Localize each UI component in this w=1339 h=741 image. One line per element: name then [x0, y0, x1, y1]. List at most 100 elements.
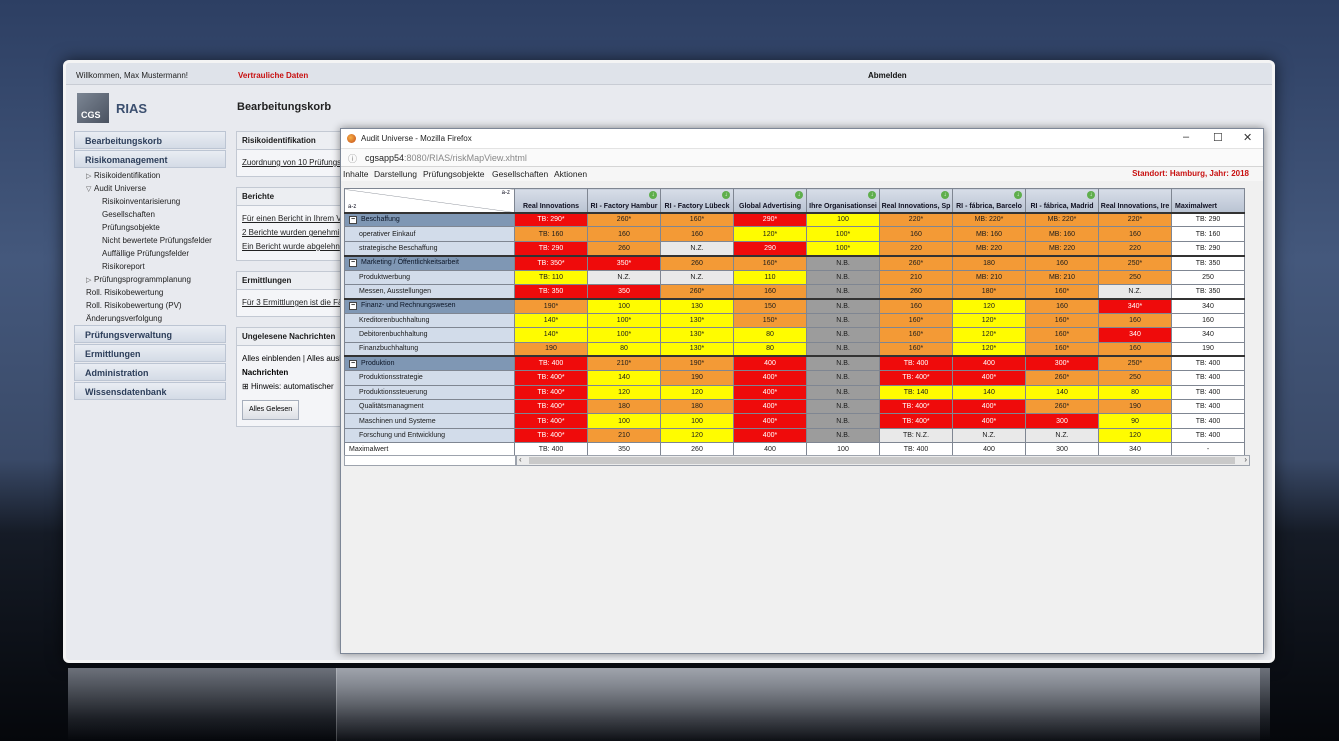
risk-cell[interactable]: 100* [806, 226, 880, 242]
risk-cell[interactable]: 130* [660, 327, 734, 343]
risk-cell[interactable]: 190 [660, 370, 734, 386]
risk-cell[interactable]: 160 [1025, 297, 1099, 314]
row-label[interactable]: strategische Beschaffung [344, 240, 515, 257]
risk-cell[interactable]: 130 [660, 297, 734, 314]
risk-cell[interactable]: 220* [1098, 211, 1172, 228]
risk-cell[interactable]: 300 [1025, 413, 1099, 429]
risk-cell[interactable]: 340 [1171, 327, 1245, 343]
download-icon[interactable]: ↓ [649, 191, 657, 199]
risk-cell[interactable]: N.Z. [660, 240, 734, 257]
row-label[interactable]: − Marketing / Öffentlichkeitsarbeit [344, 254, 515, 271]
column-header[interactable]: RI - fábrica, Madrid ↓ [1025, 188, 1099, 214]
column-header[interactable]: RI - Factory Lübeck ↓ [660, 188, 734, 214]
nav-item-nicht-bewertete-prüfungsfelder[interactable]: Nicht bewertete Prüfungsfelder [74, 234, 226, 247]
risk-cell[interactable]: 100 [660, 413, 734, 429]
risk-cell[interactable]: 290* [733, 211, 807, 228]
expand-icon[interactable]: ⊞ [242, 382, 251, 391]
nav-section-ermittlungen[interactable]: Ermittlungen [74, 344, 226, 362]
risk-cell[interactable]: TB: 400 [1171, 384, 1245, 401]
risk-cell[interactable]: N.B. [806, 254, 880, 271]
risk-cell[interactable]: 160 [879, 226, 953, 242]
risk-cell[interactable]: 80 [1098, 384, 1172, 401]
risk-cell[interactable]: N.B. [806, 384, 880, 401]
risk-cell[interactable]: 260* [1025, 399, 1099, 415]
risk-cell[interactable]: 340 [1098, 442, 1172, 458]
risk-cell[interactable]: MB: 210 [1025, 269, 1099, 285]
risk-cell[interactable]: 400 [952, 355, 1026, 372]
risk-cell[interactable]: TB: 400* [879, 413, 953, 429]
nav-item-risikoinventarisierung[interactable]: Risikoinventarisierung [74, 195, 226, 208]
risk-cell[interactable]: 110 [733, 269, 807, 285]
risk-cell[interactable]: 160* [660, 211, 734, 228]
risk-cell[interactable]: 210 [587, 427, 661, 444]
risk-cell[interactable]: 400* [952, 413, 1026, 429]
row-label[interactable]: − Beschaffung [344, 211, 515, 228]
nav-section-bearbeitungskorb[interactable]: Bearbeitungskorb [74, 131, 226, 149]
risk-cell[interactable]: 80 [733, 341, 807, 357]
risk-cell[interactable]: 130* [660, 312, 734, 329]
risk-cell[interactable]: 120 [587, 384, 661, 401]
risk-cell[interactable]: 350 [587, 283, 661, 300]
risk-cell[interactable]: 180 [660, 399, 734, 415]
risk-cell[interactable]: 100 [806, 211, 880, 228]
risk-cell[interactable]: 400 [733, 355, 807, 372]
risk-cell[interactable]: 160 [879, 297, 953, 314]
row-label[interactable]: Qualitätsmanagment [344, 399, 515, 415]
risk-cell[interactable]: 400* [733, 427, 807, 444]
scroll-right-icon[interactable]: › [1244, 455, 1247, 464]
risk-cell[interactable]: TB: 400 [1171, 413, 1245, 429]
row-label[interactable]: − Finanz- und Rechnungswesen [344, 297, 515, 314]
panel-link[interactable]: Zuordnung von 10 Prüfungs [242, 158, 342, 167]
minimize-icon[interactable]: – [1183, 131, 1190, 143]
risk-cell[interactable]: TB: 160 [514, 226, 588, 242]
nav-item-prüfungsprogrammplanung[interactable]: ▷ Prüfungsprogrammplanung [74, 273, 226, 286]
risk-cell[interactable]: 160* [879, 312, 953, 329]
panel-link[interactable]: Für einen Bericht in Ihrem V [242, 214, 342, 223]
risk-cell[interactable]: N.B. [806, 283, 880, 300]
nav-section-administration[interactable]: Administration [74, 363, 226, 381]
column-header[interactable]: Real Innovations, Sp ↓ [879, 188, 953, 214]
risk-cell[interactable]: 260* [587, 211, 661, 228]
risk-cell[interactable]: TB: 290 [514, 240, 588, 257]
column-header[interactable]: RI - fábrica, Barcelo ↓ [952, 188, 1026, 214]
risk-cell[interactable]: 180* [952, 283, 1026, 300]
risk-cell[interactable]: 400* [733, 413, 807, 429]
risk-cell[interactable]: 400* [733, 384, 807, 401]
risk-cell[interactable]: TB: 350 [1171, 283, 1245, 300]
panel-link[interactable]: Für 3 Ermittlungen ist die Fä [242, 298, 343, 307]
risk-cell[interactable]: 340* [1098, 297, 1172, 314]
risk-cell[interactable]: 160* [1025, 327, 1099, 343]
risk-cell[interactable]: 350 [587, 442, 661, 458]
risk-cell[interactable]: 220 [1098, 240, 1172, 257]
risk-cell[interactable]: 150 [733, 297, 807, 314]
column-header[interactable]: Real Innovations [514, 188, 588, 214]
risk-cell[interactable]: TB: 400 [514, 442, 588, 458]
risk-cell[interactable]: 140 [1025, 384, 1099, 401]
risk-cell[interactable]: 220* [879, 211, 953, 228]
risk-cell[interactable]: 400* [733, 370, 807, 386]
risk-cell[interactable]: TB: 400 [879, 355, 953, 372]
message-item[interactable]: Hinweis: automatischer [250, 382, 334, 391]
risk-cell[interactable]: MB: 220 [952, 240, 1026, 257]
risk-cell[interactable]: TB: 400 [879, 442, 953, 458]
collapse-icon[interactable]: − [349, 359, 357, 368]
risk-cell[interactable]: 140* [514, 312, 588, 329]
risk-cell[interactable]: 160* [879, 341, 953, 357]
nav-item-audit-universe[interactable]: ▽ Audit Universe [74, 182, 226, 195]
risk-cell[interactable]: 160 [1025, 254, 1099, 271]
menu-darstellung[interactable]: Darstellung [374, 169, 417, 179]
row-label[interactable]: Messen, Ausstellungen [344, 283, 515, 300]
risk-cell[interactable]: TB: 290* [514, 211, 588, 228]
risk-cell[interactable]: 160 [587, 226, 661, 242]
risk-cell[interactable]: 260* [879, 254, 953, 271]
risk-cell[interactable]: 160 [733, 283, 807, 300]
risk-cell[interactable]: 120* [952, 327, 1026, 343]
row-label[interactable]: − Produktion [344, 355, 515, 372]
risk-cell[interactable]: 120* [952, 312, 1026, 329]
risk-cell[interactable]: TB: 400 [514, 355, 588, 372]
nav-section-risikomanagement[interactable]: Risikomanagement [74, 150, 226, 168]
risk-cell[interactable]: 290 [733, 240, 807, 257]
sort-columns-label[interactable]: a-z [501, 190, 510, 196]
risk-cell[interactable]: 190 [1098, 399, 1172, 415]
risk-cell[interactable]: TB: 400* [879, 399, 953, 415]
